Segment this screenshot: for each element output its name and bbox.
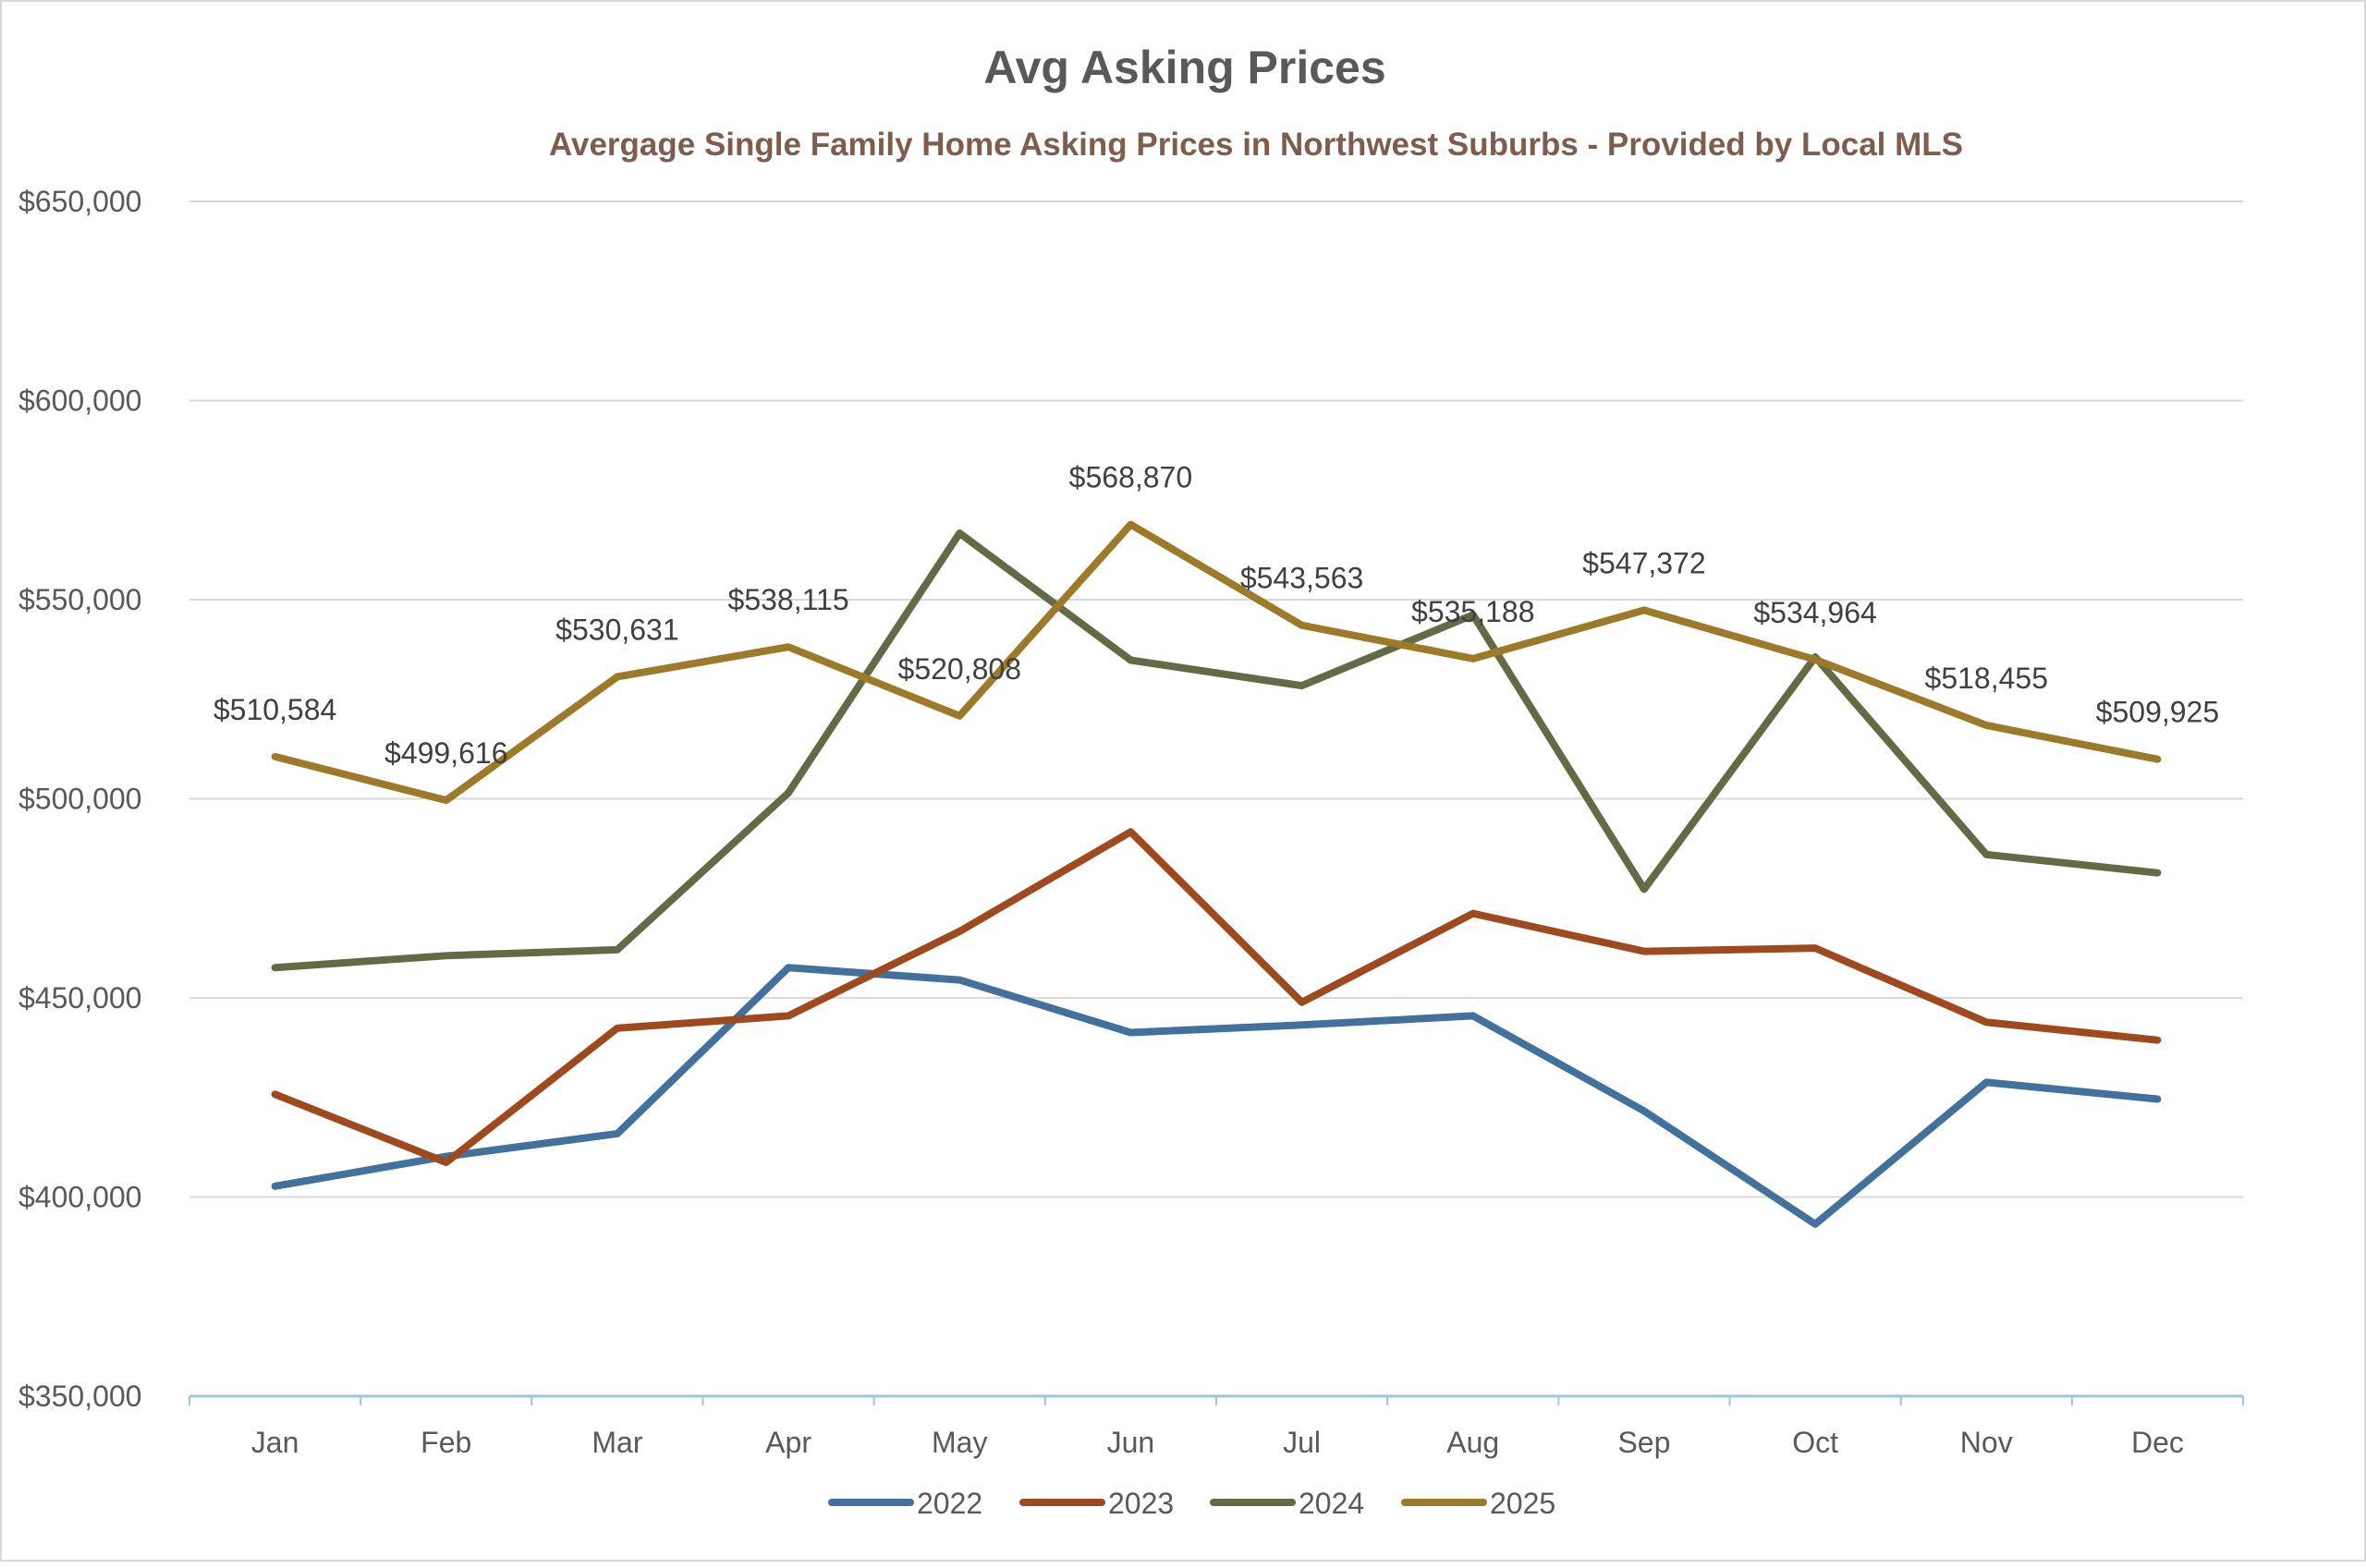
data-point-2023 [274,1093,276,1096]
data-label: $518,455 [1925,662,2048,695]
data-label: $547,372 [1582,546,1705,579]
data-point-2025 [1129,523,1132,526]
data-point-2024 [787,792,790,795]
data-point-2022 [1642,1110,1645,1112]
data-point-2025 [1642,609,1645,612]
x-tick-label: Sep [1617,1426,1670,1459]
series-line-2022 [271,964,2162,1228]
data-point-2025 [616,675,618,678]
data-point-2024 [2156,871,2159,874]
data-point-2024 [616,948,618,951]
data-point-2022 [1300,1024,1303,1027]
data-point-2024 [1129,659,1132,662]
data-point-2023 [787,1015,790,1017]
x-tick-label: Oct [1792,1426,1838,1459]
data-point-2024 [1985,853,1988,856]
series-line-2025 [271,520,2162,805]
y-tick-label: $450,000 [18,981,141,1015]
chart-subtitle: Avergage Single Family Home Asking Price… [549,127,1963,163]
data-point-2022 [1814,1222,1817,1225]
data-point-2022 [1129,1031,1132,1034]
y-tick-label: $550,000 [18,583,141,616]
data-label: $530,631 [555,613,678,646]
data-point-2024 [1471,614,1474,616]
chart-title: Avg Asking Prices [983,42,1385,93]
x-tick-label: Feb [421,1426,471,1459]
x-tick-label: Apr [765,1426,811,1459]
x-tick-label: Jun [1107,1426,1155,1459]
data-point-2022 [958,978,961,981]
x-tick-label: Mar [592,1426,642,1459]
data-point-2025 [1814,658,1817,661]
data-point-2023 [616,1027,618,1029]
data-point-2023 [1985,1021,1988,1024]
data-point-2023 [1129,831,1132,833]
data-point-2025 [274,755,276,758]
data-point-2023 [2156,1039,2159,1041]
y-tick-label: $350,000 [18,1380,141,1413]
data-label: $543,563 [1240,562,1363,595]
data-label: $535,188 [1411,595,1534,628]
legend-label: 2025 [1490,1487,1555,1520]
data-point-2022 [274,1185,276,1187]
data-point-2023 [1814,947,1817,950]
data-point-2025 [1985,723,1988,726]
data-label: $534,964 [1753,596,1876,629]
data-point-2025 [445,799,447,802]
x-tick-label: Jul [1283,1426,1321,1459]
y-tick-label: $500,000 [18,783,141,816]
data-label: $520,808 [898,652,1021,686]
data-point-2023 [445,1161,447,1164]
data-point-2024 [1642,888,1645,891]
data-label: $568,870 [1069,461,1192,494]
data-point-2024 [958,532,961,535]
data-label: $509,925 [2096,696,2219,729]
data-point-2023 [1300,1001,1303,1003]
y-tick-label: $600,000 [18,384,141,418]
y-tick-label: $650,000 [18,185,141,218]
legend-label: 2023 [1108,1487,1174,1520]
data-point-2025 [958,714,961,717]
data-point-2024 [274,966,276,969]
data-point-2022 [2156,1098,2159,1100]
x-tick-label: Dec [2131,1426,2184,1459]
data-label: $538,115 [728,583,849,616]
x-tick-label: May [932,1426,987,1459]
data-point-2022 [787,966,790,969]
x-tick-label: Nov [1960,1426,2013,1459]
data-point-2025 [1300,624,1303,626]
data-point-2025 [2156,758,2159,760]
data-point-2022 [445,1155,447,1158]
series-line-2024 [271,529,2162,972]
data-point-2023 [1471,912,1474,915]
data-point-2022 [1471,1015,1474,1017]
x-tick-label: Aug [1446,1426,1499,1459]
data-point-2024 [445,954,447,957]
data-point-2025 [787,646,790,649]
data-point-2024 [1300,685,1303,687]
legend-label: 2024 [1299,1487,1364,1520]
data-point-2025 [1471,657,1474,660]
data-point-2023 [958,930,961,933]
legend-label: 2022 [917,1487,982,1520]
data-point-2023 [1642,950,1645,953]
y-tick-label: $400,000 [18,1181,141,1214]
data-point-2022 [616,1132,618,1135]
data-label: $510,584 [213,693,336,726]
data-point-2022 [1985,1081,1988,1084]
x-tick-label: Jan [251,1426,299,1459]
data-label: $499,616 [384,736,507,770]
series-line-2023 [271,828,2162,1167]
